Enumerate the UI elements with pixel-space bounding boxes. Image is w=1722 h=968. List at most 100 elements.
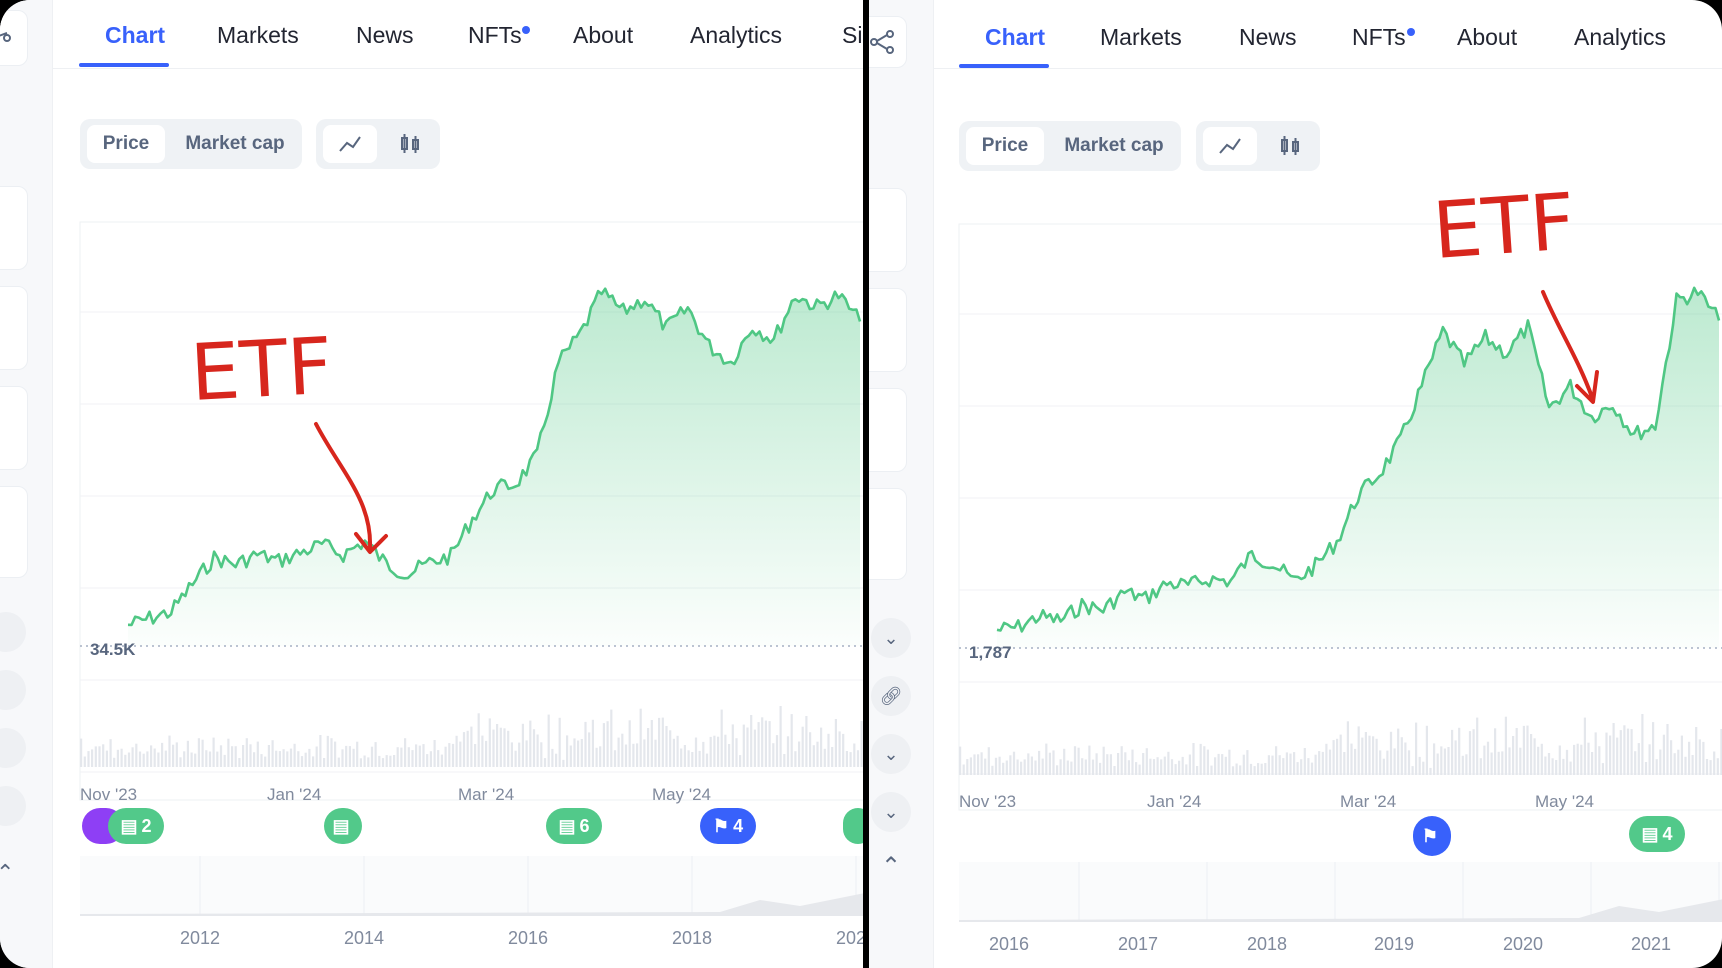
flag-marker[interactable]: ⚑ 4 xyxy=(700,808,756,844)
volume-bar xyxy=(1221,754,1224,775)
volume-bar xyxy=(779,706,782,767)
volume-bar xyxy=(146,751,149,767)
volume-bar xyxy=(1479,758,1482,775)
volume-bar xyxy=(1260,763,1263,775)
volume-bar xyxy=(1454,740,1457,775)
new-badge-dot xyxy=(1407,28,1415,36)
rail-card-4[interactable] xyxy=(0,486,28,578)
volume-bar xyxy=(1088,745,1091,775)
tab-news[interactable]: News xyxy=(1239,24,1297,50)
candlestick-button[interactable] xyxy=(1262,127,1316,165)
flag-marker[interactable]: ⚑ xyxy=(1413,816,1451,856)
share-button[interactable] xyxy=(869,16,907,68)
volume-bar xyxy=(588,732,591,767)
volume-bar xyxy=(809,732,812,767)
rail-card-2[interactable] xyxy=(0,286,28,370)
news-marker[interactable] xyxy=(843,808,863,844)
navigator xyxy=(959,862,1722,922)
volume-bar xyxy=(1170,759,1174,775)
line-chart-button[interactable] xyxy=(323,125,377,163)
tab-nfts[interactable]: NFTs xyxy=(1352,24,1406,50)
link-icon[interactable]: 🔗︎ xyxy=(871,676,911,716)
rail-card-1[interactable] xyxy=(869,188,907,272)
news-marker[interactable]: ▤ 2 xyxy=(108,808,164,844)
volume-bar xyxy=(823,748,826,767)
rail-card-2[interactable] xyxy=(869,288,907,372)
volume-bar xyxy=(860,721,863,767)
rail-card-1[interactable] xyxy=(0,186,28,270)
volume-bar xyxy=(621,733,624,767)
volume-bar xyxy=(400,747,403,767)
collapse-up-icon[interactable]: ⌃ xyxy=(0,860,15,885)
tab-markets[interactable]: Markets xyxy=(1100,24,1182,50)
chevron-down-icon[interactable]: ⌄ xyxy=(871,792,911,832)
plot-frame xyxy=(958,223,1722,811)
volume-bar xyxy=(319,735,322,767)
tab-similar[interactable]: Si xyxy=(842,22,863,48)
news-marker[interactable]: ▤ 6 xyxy=(546,808,602,844)
candlestick-button[interactable] xyxy=(382,125,436,163)
share-button[interactable] xyxy=(0,10,28,66)
volume-bar xyxy=(1138,764,1141,775)
volume-bar xyxy=(485,740,488,767)
price-toggle[interactable]: Price xyxy=(87,125,165,163)
tab-analytics[interactable]: Analytics xyxy=(1574,24,1667,50)
tab-nfts[interactable]: NFTs xyxy=(468,22,522,48)
volume-bar xyxy=(212,737,215,767)
volume-bar xyxy=(1483,745,1486,775)
volume-bar xyxy=(1680,735,1683,775)
price-line xyxy=(996,286,1721,633)
tab-markets[interactable]: Markets xyxy=(217,22,299,48)
chevron-down-icon[interactable]: ⌄ xyxy=(871,734,911,774)
volume-bar xyxy=(591,719,594,767)
volume-bar xyxy=(1196,766,1199,775)
volume-bar xyxy=(617,737,620,767)
volume-bar xyxy=(525,740,528,767)
volume-bar xyxy=(1468,731,1472,775)
volume-bar xyxy=(153,748,156,767)
tab-about[interactable]: About xyxy=(573,22,634,48)
volume-bar xyxy=(772,743,775,767)
volume-bar xyxy=(1379,750,1382,775)
volume-bar xyxy=(1415,722,1418,775)
tab-analytics[interactable]: Analytics xyxy=(690,22,783,48)
rail-card-3[interactable] xyxy=(0,386,28,470)
market-cap-toggle[interactable]: Market cap xyxy=(185,133,285,154)
volume-bar xyxy=(1303,748,1306,775)
volume-bar xyxy=(790,714,793,767)
volume-bar xyxy=(1264,763,1267,775)
volume-bar xyxy=(109,739,112,767)
volume-bar xyxy=(624,744,628,767)
date-tick: Nov '23 xyxy=(959,792,1017,811)
volume-bar xyxy=(91,749,94,767)
tab-chart[interactable]: Chart xyxy=(985,24,1046,50)
volume-bar xyxy=(312,756,315,767)
tab-news[interactable]: News xyxy=(356,22,414,48)
rail-card-4[interactable] xyxy=(869,488,907,580)
volume-bar xyxy=(1551,758,1554,775)
chevron-down-icon[interactable]: ⌄ xyxy=(871,618,911,658)
volume-bar xyxy=(1145,748,1148,775)
volume-bar xyxy=(1034,760,1037,775)
year-tick: 2018 xyxy=(1247,934,1288,954)
tab-chart[interactable]: Chart xyxy=(105,22,166,48)
tab-about[interactable]: About xyxy=(1457,24,1518,50)
news-marker[interactable]: ▤ 4 xyxy=(1629,816,1685,852)
volume-bar xyxy=(713,735,716,767)
volume-bar xyxy=(1178,760,1181,775)
price-toggle[interactable]: Price xyxy=(966,127,1044,165)
market-cap-toggle[interactable]: Market cap xyxy=(1064,135,1164,156)
volume-bar xyxy=(698,750,701,767)
volume-bar xyxy=(1012,751,1016,775)
min-price-label: 34.5K xyxy=(90,640,136,659)
volume-bar xyxy=(1206,749,1209,775)
line-chart-button[interactable] xyxy=(1203,127,1257,165)
volume-bar xyxy=(1174,764,1177,775)
news-marker[interactable]: ▤ xyxy=(324,808,362,844)
volume-bar xyxy=(138,751,142,767)
volume-bar xyxy=(562,759,565,767)
collapse-up-icon[interactable]: ⌃ xyxy=(881,853,902,880)
rail-card-3[interactable] xyxy=(869,388,907,472)
volume-bar xyxy=(286,751,289,767)
volume-bar xyxy=(183,751,186,767)
